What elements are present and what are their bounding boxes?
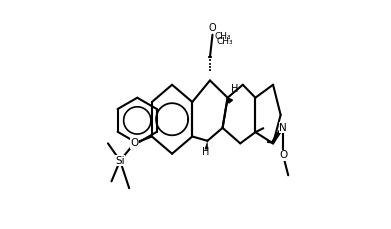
Polygon shape (228, 98, 233, 103)
Text: N: N (279, 123, 287, 133)
Text: O: O (130, 138, 138, 148)
Text: CH₃: CH₃ (214, 32, 231, 41)
Text: O: O (209, 23, 216, 33)
Text: CH₃: CH₃ (217, 37, 233, 46)
Text: O: O (279, 150, 287, 161)
Text: H: H (231, 84, 238, 94)
Text: H: H (202, 147, 209, 157)
Text: Si: Si (115, 156, 125, 166)
